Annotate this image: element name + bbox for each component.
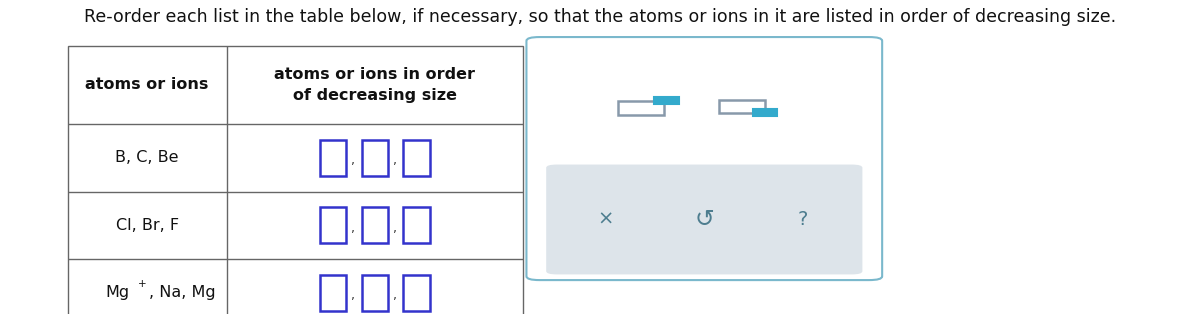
Bar bbox=[403, 275, 430, 311]
FancyBboxPatch shape bbox=[546, 165, 863, 274]
Text: ,: , bbox=[392, 222, 396, 235]
Text: ,: , bbox=[350, 154, 355, 167]
Text: , Na, Mg: , Na, Mg bbox=[149, 285, 216, 300]
Bar bbox=[618, 101, 664, 115]
Text: ,: , bbox=[350, 290, 355, 302]
Text: Mg: Mg bbox=[106, 285, 130, 300]
Bar bbox=[320, 207, 347, 243]
Text: +: + bbox=[138, 279, 146, 289]
Text: ?: ? bbox=[798, 210, 809, 229]
Bar bbox=[361, 140, 388, 176]
Bar bbox=[403, 207, 430, 243]
Text: atoms or ions: atoms or ions bbox=[85, 77, 209, 92]
Bar bbox=[361, 207, 388, 243]
Text: Cl, Br, F: Cl, Br, F bbox=[115, 218, 179, 233]
Text: ,: , bbox=[392, 290, 396, 302]
Bar bbox=[320, 140, 347, 176]
Bar bbox=[403, 140, 430, 176]
Bar bbox=[752, 109, 776, 116]
Text: ×: × bbox=[598, 210, 613, 229]
Text: ↺: ↺ bbox=[695, 208, 714, 231]
Bar bbox=[654, 97, 679, 104]
Text: atoms or ions in order
of decreasing size: atoms or ions in order of decreasing siz… bbox=[275, 67, 475, 103]
Text: B, C, Be: B, C, Be bbox=[115, 150, 179, 165]
Bar bbox=[67, 46, 523, 314]
Text: ,: , bbox=[350, 222, 355, 235]
Bar bbox=[719, 100, 764, 113]
FancyBboxPatch shape bbox=[527, 37, 882, 280]
Text: Re-order each list in the table below, if necessary, so that the atoms or ions i: Re-order each list in the table below, i… bbox=[84, 8, 1116, 26]
Bar bbox=[361, 275, 388, 311]
Text: ,: , bbox=[392, 154, 396, 167]
Bar bbox=[320, 275, 347, 311]
